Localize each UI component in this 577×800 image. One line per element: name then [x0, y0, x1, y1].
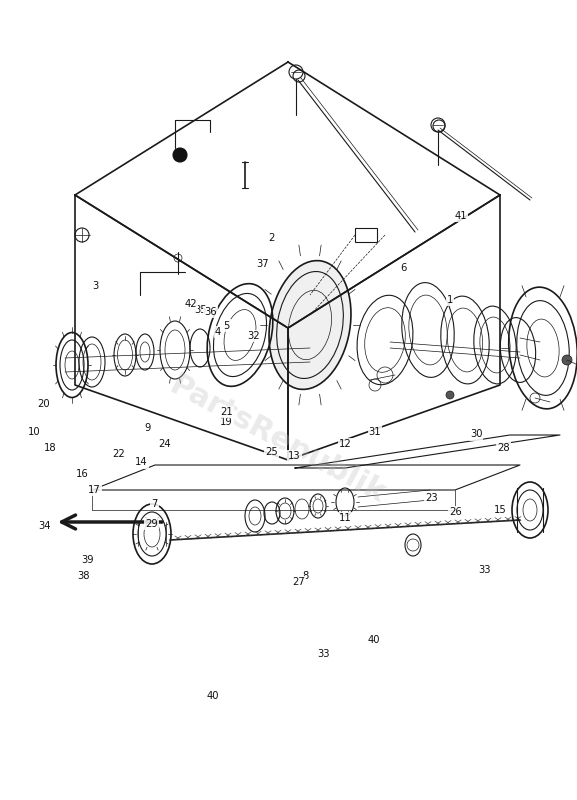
Circle shape [446, 391, 454, 399]
Text: 36: 36 [204, 307, 217, 317]
Text: 41: 41 [454, 211, 467, 221]
Text: 2: 2 [268, 233, 275, 242]
Circle shape [562, 355, 572, 365]
Text: 13: 13 [288, 451, 301, 461]
Text: 17: 17 [88, 485, 100, 494]
Circle shape [173, 148, 187, 162]
Text: 28: 28 [497, 443, 510, 453]
Text: 6: 6 [400, 263, 407, 273]
Text: 11: 11 [339, 514, 351, 523]
Text: 23: 23 [425, 494, 438, 503]
Text: 40: 40 [206, 691, 219, 701]
Text: 40: 40 [367, 635, 380, 645]
Text: 18: 18 [44, 443, 57, 453]
Text: 20: 20 [38, 399, 50, 409]
Text: 1: 1 [447, 295, 454, 305]
Text: 3: 3 [92, 282, 98, 291]
Text: 26: 26 [449, 507, 462, 517]
Text: 9: 9 [144, 423, 151, 433]
Text: 7: 7 [151, 499, 158, 509]
Bar [355, 228, 377, 242]
Text: 38: 38 [77, 571, 90, 581]
Text: 30: 30 [470, 430, 482, 439]
Text: 35: 35 [194, 305, 207, 314]
Text: 25: 25 [265, 447, 278, 457]
Text: 12: 12 [339, 439, 351, 449]
Text: 22: 22 [112, 450, 125, 459]
Text: 31: 31 [369, 427, 381, 437]
Text: 24: 24 [158, 439, 171, 449]
Text: 21: 21 [220, 407, 233, 417]
Text: 37: 37 [256, 259, 269, 269]
Text: 15: 15 [494, 506, 507, 515]
Text: 5: 5 [223, 321, 230, 330]
Ellipse shape [269, 261, 351, 390]
Text: PartsRepublik: PartsRepublik [164, 371, 390, 509]
Text: 19: 19 [220, 418, 233, 427]
Text: 33: 33 [317, 650, 329, 659]
Text: 8: 8 [303, 571, 309, 581]
Text: 14: 14 [135, 458, 148, 467]
Text: 4: 4 [215, 327, 221, 337]
Text: 33: 33 [478, 565, 491, 574]
Text: 42: 42 [184, 299, 197, 309]
Text: 34: 34 [39, 522, 51, 531]
Text: 39: 39 [81, 555, 94, 565]
Text: 27: 27 [293, 577, 305, 586]
Text: 10: 10 [28, 427, 41, 437]
Text: 29: 29 [145, 519, 158, 529]
Text: 16: 16 [76, 470, 88, 479]
Text: 32: 32 [248, 331, 260, 341]
